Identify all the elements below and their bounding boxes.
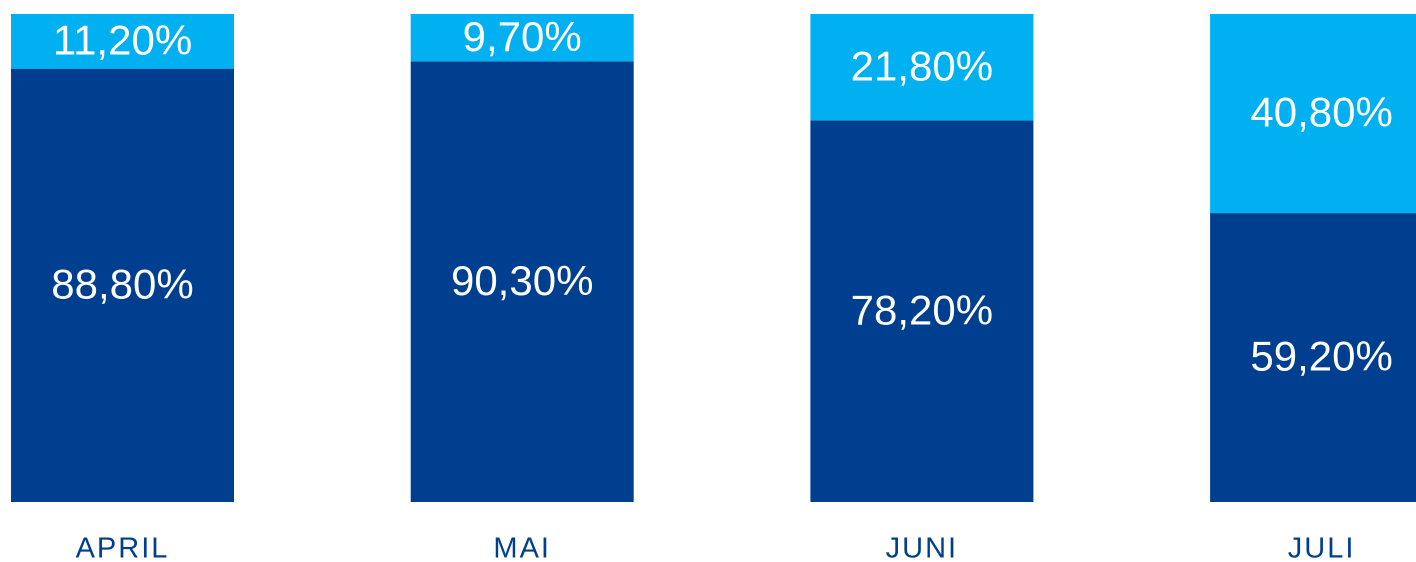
- value-label: 90,30%: [451, 257, 593, 304]
- value-label: 9,70%: [463, 13, 582, 60]
- value-label: 78,20%: [851, 286, 993, 333]
- bar-segment: [1210, 213, 1416, 502]
- x-tick-label: APRIL: [76, 533, 170, 562]
- value-label: 21,80%: [851, 42, 993, 89]
- value-label: 40,80%: [1250, 89, 1392, 136]
- value-label: 11,20%: [53, 16, 192, 63]
- value-label: 59,20%: [1250, 333, 1392, 380]
- bar-segment: [810, 120, 1034, 502]
- x-tick-label: JULI: [1288, 533, 1356, 562]
- x-tick-label: JUNI: [886, 533, 958, 562]
- bar-segment: [810, 14, 1034, 121]
- bar-segment: [11, 14, 234, 69]
- value-label: 88,80%: [51, 260, 193, 307]
- bar-segment: [11, 68, 234, 502]
- bar-segment: [410, 61, 634, 502]
- bar-segment: [1210, 14, 1416, 214]
- x-tick-label: MAI: [493, 533, 551, 562]
- bar-segment: [410, 14, 634, 62]
